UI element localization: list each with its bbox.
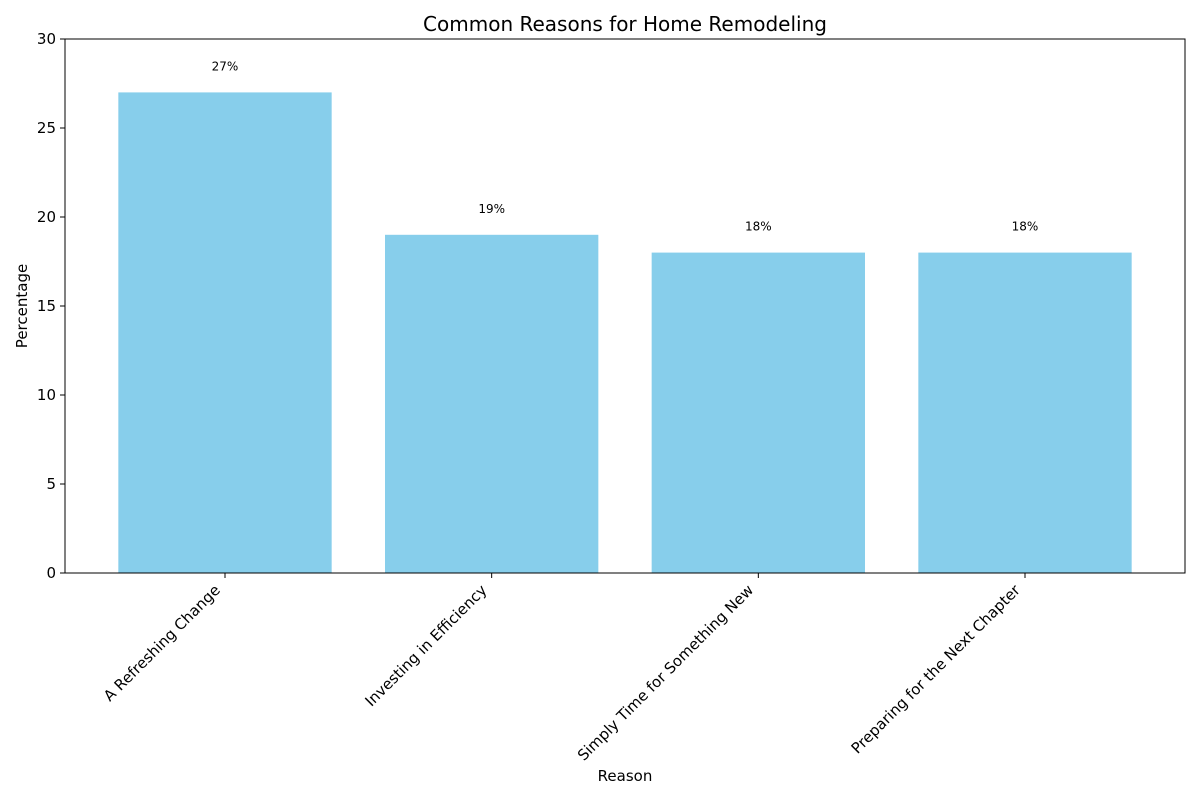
bar-data-label: 18% (1012, 220, 1039, 234)
x-tick-label: Simply Time for Something New (574, 581, 757, 764)
data-labels-layer: 27% 19% 18% 18% (212, 59, 1039, 233)
bar-data-label: 19% (478, 202, 505, 216)
y-axis-label: Percentage (13, 264, 31, 348)
bar (651, 252, 865, 573)
x-tick-label: Preparing for the Next Chapter (848, 581, 1025, 758)
y-tick-label: 30 (37, 30, 56, 48)
x-axis: A Refreshing Change Investing in Efficien… (100, 573, 1026, 764)
y-tick-label: 15 (37, 297, 56, 315)
y-tick-label: 5 (46, 475, 56, 493)
y-tick-label: 0 (46, 564, 56, 582)
y-tick-label: 10 (37, 386, 56, 404)
x-tick-label: A Refreshing Change (100, 581, 224, 705)
y-axis: 0 5 10 15 20 25 30 (37, 30, 65, 582)
x-axis-label: Reason (598, 767, 653, 785)
bar (918, 252, 1132, 573)
y-tick-label: 20 (37, 208, 56, 226)
x-tick-label: Investing in Efficiency (362, 581, 491, 710)
chart-title: Common Reasons for Home Remodeling (423, 12, 827, 36)
bar-data-label: 27% (212, 59, 239, 73)
bars-layer (118, 92, 1132, 574)
bar-data-label: 18% (745, 220, 772, 234)
bar (118, 92, 332, 574)
y-tick-label: 25 (37, 119, 56, 137)
bar (385, 234, 599, 574)
